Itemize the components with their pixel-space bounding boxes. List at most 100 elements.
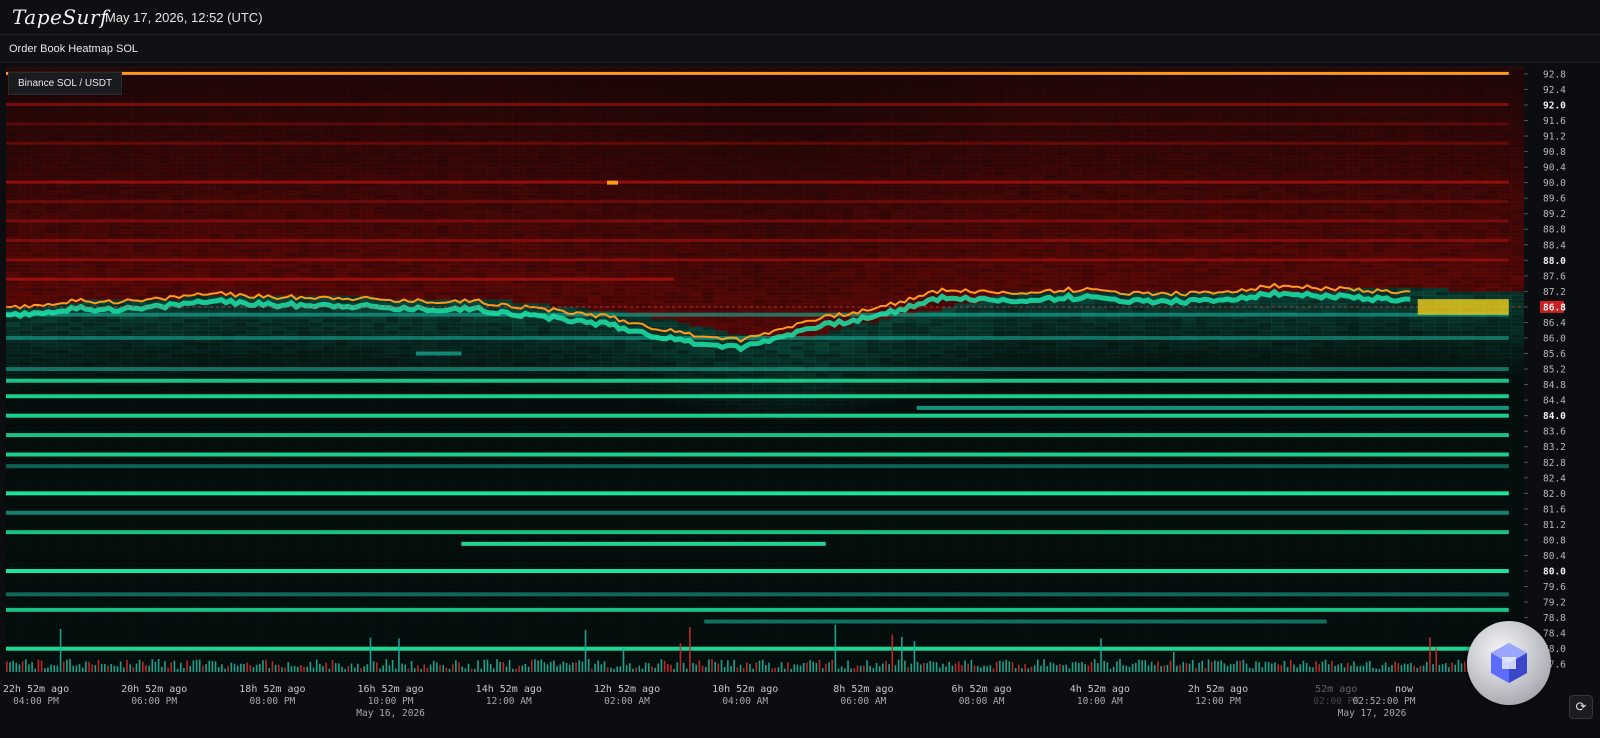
heat-cell: [234, 136, 247, 140]
heat-cell: [297, 128, 310, 132]
heat-cell: [335, 400, 348, 404]
heat-cell: [44, 152, 57, 156]
heat-cell: [259, 319, 272, 323]
heat-cell: [170, 633, 183, 637]
heat-cell: [360, 152, 373, 156]
heat-cell: [170, 660, 183, 664]
heat-cell: [272, 501, 285, 505]
heat-cell: [297, 439, 310, 443]
heat-cell: [145, 618, 158, 622]
heat-cell: [170, 361, 183, 365]
heat-cell: [284, 357, 297, 361]
heat-cell: [259, 598, 272, 602]
heat-cell: [221, 555, 234, 559]
heat-cell: [133, 171, 146, 175]
heat-cell: [57, 583, 70, 587]
heat-cell: [158, 373, 171, 377]
heat-cell: [133, 625, 146, 629]
heat-cell: [335, 587, 348, 591]
heat-cell: [360, 625, 373, 629]
heat-cell: [386, 225, 399, 229]
heat-cell: [272, 420, 285, 424]
heat-cell: [82, 497, 95, 501]
heat-cell: [360, 128, 373, 132]
heat-cell: [246, 93, 259, 97]
heat-cell: [360, 400, 373, 404]
heat-cell: [133, 458, 146, 462]
heat-cell: [272, 89, 285, 93]
heat-cell: [107, 598, 120, 602]
heat-cell: [44, 633, 57, 637]
heat-cell: [170, 229, 183, 233]
heat-cell: [373, 326, 386, 330]
heat-cell: [335, 373, 348, 377]
heat-cell: [208, 136, 221, 140]
heat-cell: [348, 641, 361, 645]
heat-cell: [373, 253, 386, 257]
heat-cell: [246, 470, 259, 474]
heat-cell: [158, 326, 171, 330]
heat-cell: [246, 326, 259, 330]
heat-cell: [170, 388, 183, 392]
heat-cell: [133, 478, 146, 482]
heat-cell: [259, 253, 272, 257]
heat-cell: [246, 373, 259, 377]
heat-cell: [69, 548, 82, 552]
heat-cell: [44, 206, 57, 210]
heat-cell: [69, 342, 82, 346]
heat-cell: [259, 653, 272, 657]
heat-cell: [158, 575, 171, 579]
heat-cell: [259, 117, 272, 121]
heat-cell: [6, 346, 19, 350]
heat-cell: [196, 253, 209, 257]
heat-cell: [348, 478, 361, 482]
heat-cell: [398, 194, 411, 198]
heat-cell: [183, 579, 196, 583]
heat-cell: [183, 660, 196, 664]
heat-cell: [335, 167, 348, 171]
heat-cell: [221, 326, 234, 330]
heat-cell: [170, 587, 183, 591]
heat-cell: [19, 501, 32, 505]
heat-cell: [398, 552, 411, 556]
heat-cell: [398, 505, 411, 509]
heat-cell: [44, 618, 57, 622]
heat-cell: [386, 128, 399, 132]
heat-cell: [348, 361, 361, 365]
heat-cell: [208, 423, 221, 427]
heat-cell: [322, 82, 335, 86]
heat-cell: [310, 517, 323, 521]
heat-cell: [348, 136, 361, 140]
orderbook-heatmap-chart[interactable]: 92.892.492.091.691.290.890.490.089.689.2…: [0, 62, 1600, 738]
heat-cell: [335, 287, 348, 291]
heat-cell: [272, 559, 285, 563]
heat-cell: [297, 497, 310, 501]
heat-cell: [120, 233, 133, 237]
heat-cell: [44, 404, 57, 408]
heat-cell: [95, 470, 108, 474]
heat-cell: [310, 113, 323, 117]
heat-cell: [386, 385, 399, 389]
heat-cell: [158, 210, 171, 214]
heat-cell: [19, 385, 32, 389]
app-logo[interactable]: TapeSurf: [12, 5, 108, 29]
heat-cell: [31, 385, 44, 389]
heat-cell: [373, 521, 386, 525]
heat-cell: [335, 322, 348, 326]
heat-cell: [272, 214, 285, 218]
heat-cell: [69, 524, 82, 528]
heat-cell: [196, 559, 209, 563]
heat-cell: [373, 66, 386, 70]
heat-cell: [6, 447, 19, 451]
heat-cell: [31, 206, 44, 210]
heat-cell: [221, 373, 234, 377]
heat-cell: [6, 206, 19, 210]
heat-cell: [170, 482, 183, 486]
heat-cell: [234, 322, 247, 326]
heat-cell: [259, 264, 272, 268]
heat-cell: [259, 559, 272, 563]
heat-cell: [44, 400, 57, 404]
heat-cell: [19, 357, 32, 361]
heat-cell: [272, 245, 285, 249]
heat-cell: [69, 552, 82, 556]
